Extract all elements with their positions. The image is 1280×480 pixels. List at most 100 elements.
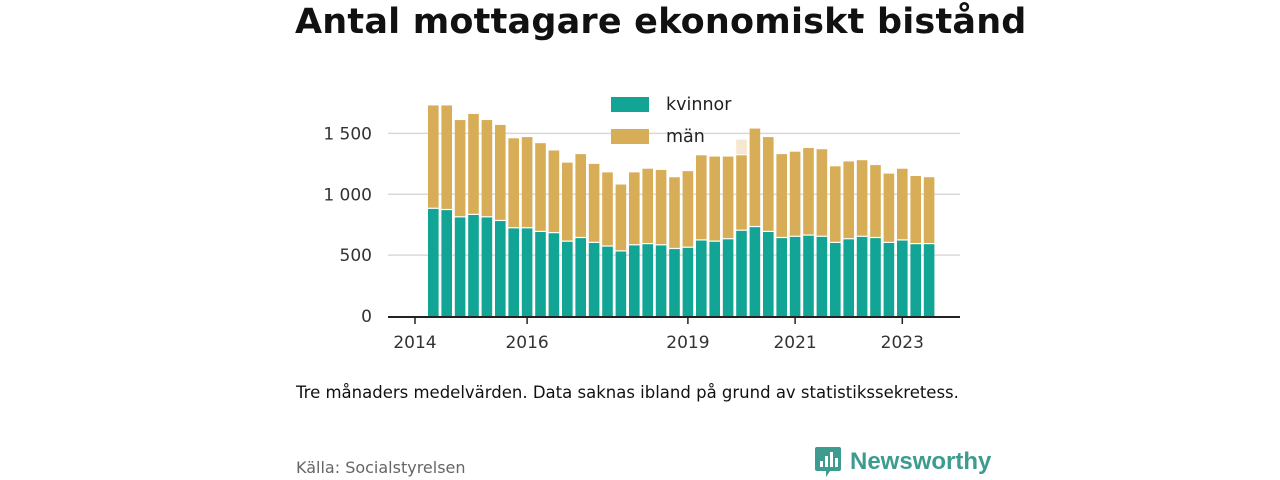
bar-kvinna (830, 242, 841, 316)
bar-kvinna (843, 239, 854, 316)
bar-kvinna (655, 245, 667, 316)
bar-man (562, 162, 573, 241)
bar-man (830, 166, 841, 242)
legend-swatch (611, 129, 649, 144)
bar-man (883, 173, 895, 242)
x-tick-label: 2014 (393, 333, 436, 353)
bar-man (736, 155, 747, 230)
y-tick-label: 1 000 (323, 185, 372, 205)
bar-man (749, 128, 761, 226)
bar-man (763, 137, 774, 231)
x-tick-label: 2019 (666, 333, 709, 353)
bar-kvinna (696, 240, 707, 316)
bar-man (521, 137, 533, 228)
chart-title: Antal mottagare ekonomiskt bistånd (295, 2, 1027, 42)
bar-man (508, 138, 519, 228)
bar-man (615, 184, 627, 251)
x-tick-label: 2023 (881, 333, 924, 353)
bar-man (789, 151, 801, 236)
bar-kvinna (602, 246, 613, 316)
bar-man (722, 156, 734, 239)
bar-man (454, 120, 466, 217)
chart-caption: Tre månaders medelvärden. Data saknas ib… (296, 383, 959, 402)
y-tick-label: 500 (340, 246, 372, 266)
bar-kvinna (883, 242, 895, 316)
bar-man (843, 161, 854, 239)
bar-kvinna (870, 238, 881, 316)
bar-kvinna (481, 217, 493, 316)
bar-kvinna (776, 238, 787, 316)
bar-man (923, 177, 935, 243)
legend: kvinnor män (611, 95, 732, 147)
legend-label: män (666, 127, 705, 147)
bar-man (642, 168, 653, 243)
bar-kvinna (548, 233, 560, 316)
brand-logo[interactable]: Newsworthy (814, 446, 991, 478)
bar-kvinna (789, 236, 801, 316)
bar-man (856, 160, 868, 236)
bar-man (669, 177, 680, 248)
bar-chart-speech-bubble-icon (815, 447, 841, 477)
bar-kvinna (575, 238, 586, 316)
bar-kvinna (669, 249, 680, 316)
legend-label: kvinnor (666, 95, 732, 115)
bar-man (441, 105, 452, 209)
bar-kvinna (562, 241, 573, 316)
bar-kvinna (629, 245, 640, 316)
stacked-bar-chart: 0 500 1 000 1 500 2014 2016 2019 2021 2023 kvinn… (323, 95, 960, 353)
bar-man (655, 169, 667, 245)
bars (428, 105, 935, 316)
bar-man (629, 172, 640, 245)
bar-man (468, 113, 479, 214)
bar-kvinna (923, 244, 935, 316)
bar-kvinna (508, 228, 519, 316)
bar-man (803, 148, 814, 235)
source-note: Källa: Socialstyrelsen (296, 458, 466, 477)
bar-man (682, 171, 694, 247)
bar-man (588, 163, 600, 242)
bar-kvinna (428, 208, 439, 316)
bar-kvinna (615, 251, 627, 316)
x-tick-label: 2016 (505, 333, 548, 353)
bar-kvinna (736, 230, 747, 316)
bar-man (495, 124, 506, 220)
y-tick-label: 0 (361, 307, 372, 327)
bar-man (602, 172, 613, 246)
bar-kvinna (709, 241, 720, 316)
bar-missing-data (736, 139, 747, 155)
bar-kvinna (521, 228, 533, 316)
bar-kvinna (803, 235, 814, 316)
bar-kvinna (441, 210, 452, 316)
bar-man (535, 143, 546, 231)
bar-kvinna (642, 244, 653, 316)
bar-man (897, 168, 908, 240)
bar-kvinna (682, 247, 694, 316)
legend-swatch (611, 97, 649, 112)
bar-kvinna (749, 227, 761, 316)
bar-kvinna (722, 239, 734, 316)
bar-man (910, 176, 921, 243)
bar-kvinna (468, 214, 479, 316)
bar-man (870, 165, 881, 237)
brand-name: Newsworthy (850, 448, 992, 475)
bar-kvinna (897, 240, 908, 316)
bar-kvinna (495, 221, 506, 316)
bar-kvinna (588, 242, 600, 316)
bar-man (481, 120, 493, 217)
bar-man (709, 156, 720, 241)
axes: 0 500 1 000 1 500 2014 2016 2019 2021 2023 (323, 124, 960, 353)
bar-kvinna (856, 236, 868, 316)
bar-man (428, 105, 439, 208)
bar-man (548, 150, 560, 233)
bar-man (816, 149, 828, 236)
x-tick-label: 2021 (773, 333, 816, 353)
bar-kvinna (535, 232, 546, 316)
bar-kvinna (910, 244, 921, 316)
bar-kvinna (763, 232, 774, 316)
bar-man (575, 154, 586, 237)
bar-kvinna (454, 217, 466, 316)
bar-man (776, 154, 787, 237)
bar-kvinna (816, 236, 828, 316)
bar-man (696, 155, 707, 240)
y-tick-label: 1 500 (323, 124, 372, 144)
